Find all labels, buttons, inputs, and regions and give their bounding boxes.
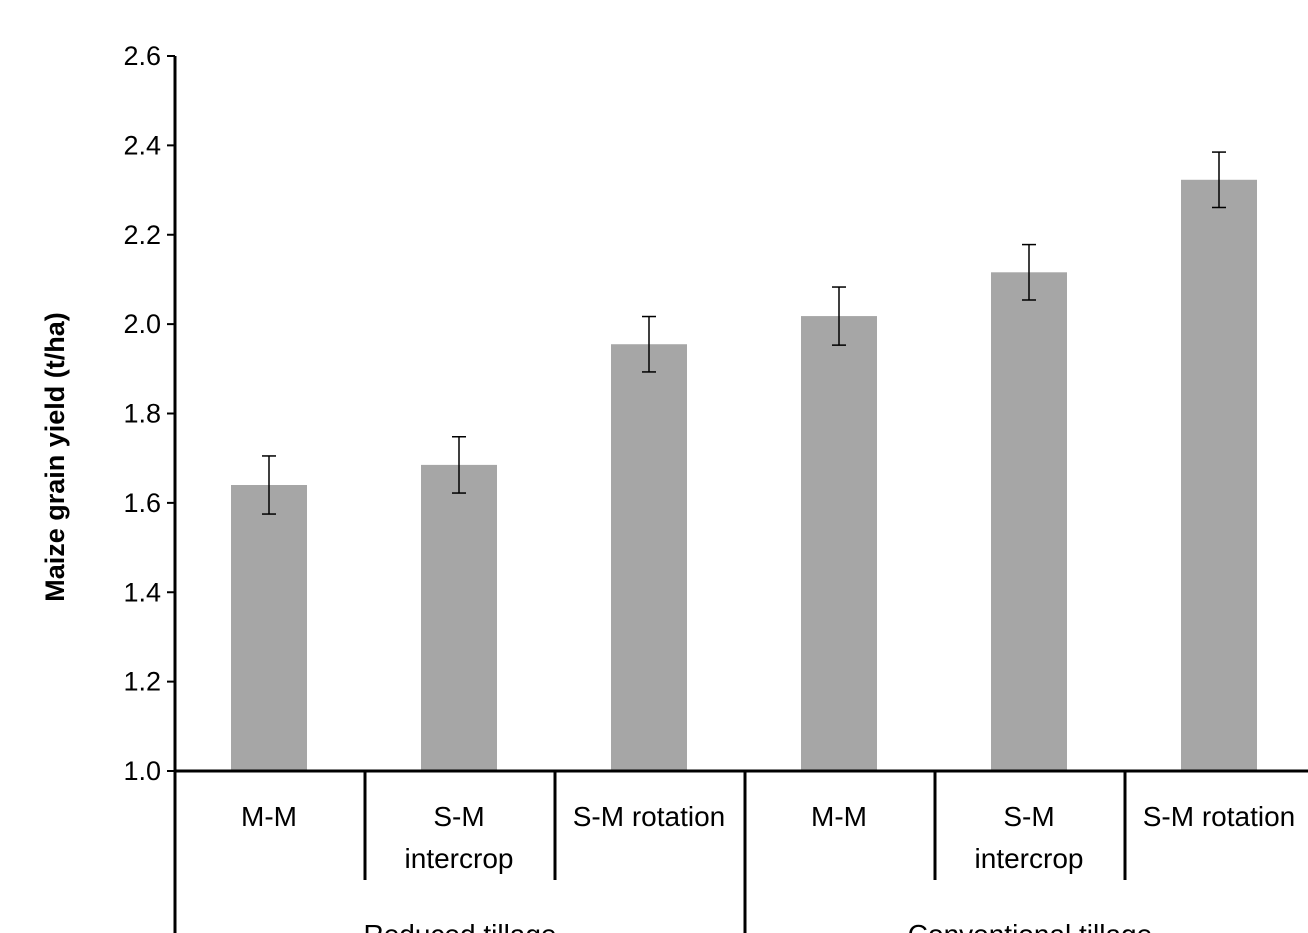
y-tick-label: 1.2 [123, 667, 161, 697]
y-axis: 1.0 1.2 1.4 1.6 1.8 2.0 2.2 2.4 2.6 [123, 41, 177, 933]
y-tick-label: 1.0 [123, 756, 161, 786]
category-label: M-M [811, 801, 867, 832]
bars-layer [231, 179, 1257, 772]
y-tick-label: 2.4 [123, 130, 161, 160]
y-tick-label: 1.8 [123, 399, 161, 429]
y-tick-label: 2.2 [123, 220, 161, 250]
bar [421, 464, 497, 771]
category-label: M-M [241, 801, 297, 832]
error-bars-layer [262, 151, 1226, 515]
category-label: S-M rotation [1143, 801, 1296, 832]
bar [611, 344, 687, 771]
category-label: intercrop [405, 843, 514, 874]
y-axis-label: Maize grain yield (t/ha) [40, 312, 70, 602]
y-tick-label: 2.6 [123, 41, 161, 71]
y-tick-label: 2.0 [123, 309, 161, 339]
bar [1181, 179, 1257, 772]
category-label: S-M [433, 801, 484, 832]
category-label: S-M [1003, 801, 1054, 832]
group-label: Conventional tillage [908, 919, 1152, 933]
group-label: Reduced tillage [363, 919, 556, 933]
bar [991, 272, 1067, 771]
bar [231, 485, 307, 771]
x-axis: M-M S-M intercrop S-M rotation M-M S-M intercr… [175, 769, 1308, 933]
y-tick-label: 1.6 [123, 488, 161, 518]
category-label: S-M rotation [573, 801, 726, 832]
bar [801, 316, 877, 771]
category-label: intercrop [975, 843, 1084, 874]
y-tick-label: 1.4 [123, 577, 161, 607]
